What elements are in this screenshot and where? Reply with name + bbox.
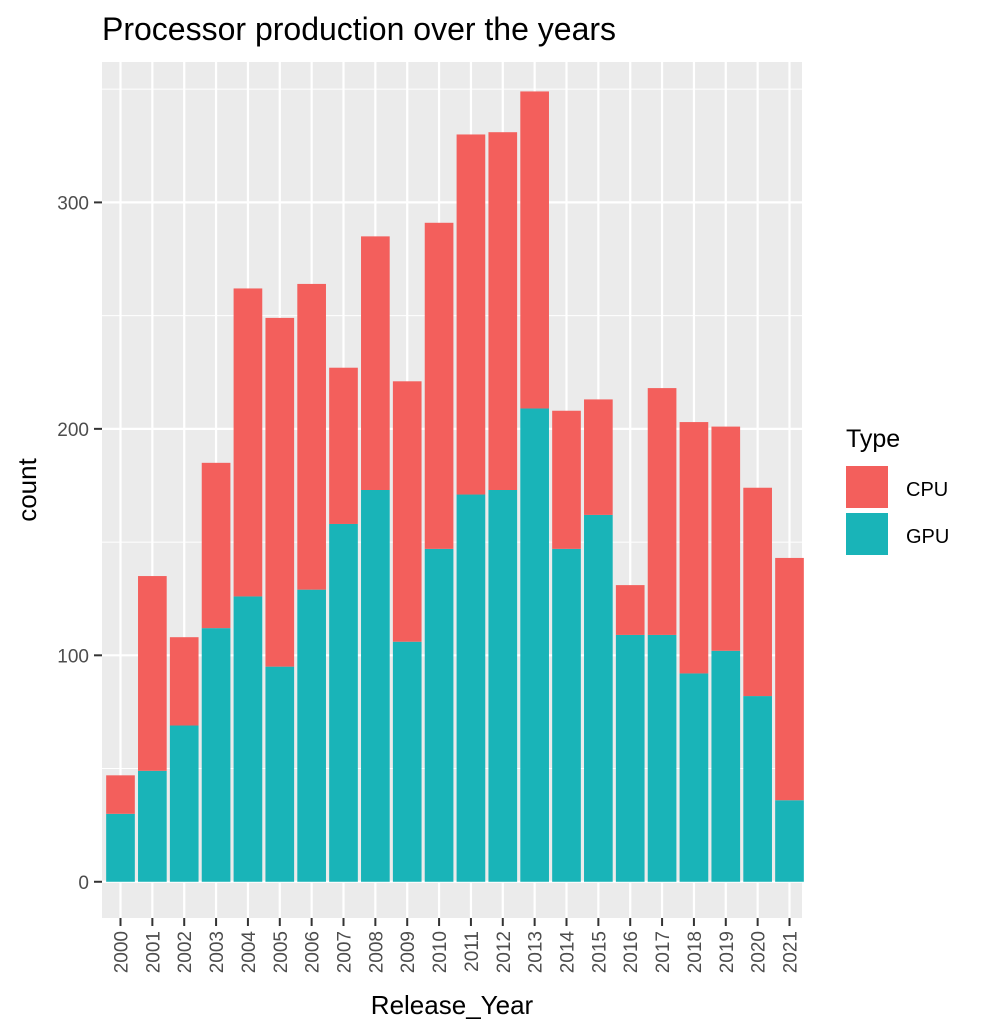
x-tick-label: 2014	[558, 931, 579, 974]
bar-gpu-2001	[138, 770, 167, 882]
bar-cpu-2001	[138, 576, 167, 771]
bar-gpu-2013	[520, 408, 549, 882]
x-tick-label: 2004	[239, 931, 260, 974]
y-tick-label: 200	[57, 420, 89, 441]
legend-key-gpu	[846, 513, 888, 555]
bar-cpu-2006	[297, 283, 326, 590]
bar-gpu-2018	[679, 673, 709, 882]
bars	[106, 91, 804, 882]
bar-cpu-2021	[775, 557, 804, 801]
bar-cpu-2008	[361, 236, 390, 490]
x-tick-label: 2010	[430, 931, 451, 973]
bar-gpu-2021	[775, 800, 804, 882]
chart-title: Processor production over the years	[102, 11, 616, 47]
x-tick-label: 2001	[143, 931, 164, 973]
bar-gpu-2000	[106, 813, 135, 882]
bar-cpu-2018	[679, 422, 709, 674]
x-tick-label: 2007	[335, 931, 356, 973]
bar-cpu-2016	[615, 585, 645, 635]
x-tick-label: 2017	[653, 931, 674, 973]
x-tick-label: 2020	[749, 931, 770, 973]
bar-gpu-2008	[361, 490, 390, 882]
bar-cpu-2014	[552, 410, 581, 549]
bar-cpu-2005	[265, 317, 295, 667]
bar-cpu-2002	[169, 637, 199, 726]
y-tick-label: 100	[57, 646, 89, 667]
bar-cpu-2011	[456, 134, 486, 495]
bar-gpu-2003	[201, 628, 231, 882]
x-axis-title: Release_Year	[371, 990, 534, 1020]
x-tick-label: 2003	[207, 931, 228, 973]
x-tick-label: 2008	[366, 931, 387, 973]
bar-cpu-2007	[329, 367, 358, 524]
bar-cpu-2009	[392, 381, 422, 642]
legend-key-cpu	[846, 466, 888, 508]
bar-gpu-2002	[169, 725, 199, 882]
bar-cpu-2004	[233, 288, 263, 597]
bar-cpu-2012	[488, 132, 518, 491]
x-tick-label: 2000	[112, 931, 133, 973]
bar-gpu-2010	[424, 548, 454, 882]
x-tick-label: 2012	[494, 931, 515, 973]
bar-cpu-2020	[743, 487, 772, 697]
y-tick-label: 0	[78, 873, 89, 894]
x-tick-label: 2002	[175, 931, 196, 973]
bar-cpu-2015	[584, 399, 613, 515]
bar-gpu-2015	[584, 514, 613, 882]
bar-gpu-2005	[265, 666, 295, 882]
x-tick-label: 2021	[781, 931, 802, 973]
bar-gpu-2009	[392, 641, 422, 882]
bar-gpu-2020	[743, 696, 772, 882]
x-tick-label: 2015	[589, 931, 610, 973]
legend-label-cpu: CPU	[906, 479, 948, 501]
x-tick-label: 2009	[398, 931, 419, 973]
bar-gpu-2016	[615, 634, 645, 882]
x-tick-label: 2013	[526, 931, 547, 973]
y-axis: 0 100 200 300	[57, 193, 102, 894]
bar-cpu-2013	[520, 91, 549, 409]
bar-gpu-2004	[233, 596, 263, 882]
bar-gpu-2019	[711, 650, 741, 882]
x-tick-label: 2006	[303, 931, 324, 973]
bar-cpu-2000	[106, 775, 135, 814]
legend-label-gpu: GPU	[906, 526, 949, 548]
x-tick-label: 2016	[621, 931, 642, 973]
legend: Type CPU GPU	[846, 425, 949, 555]
legend-title: Type	[846, 425, 900, 453]
bar-cpu-2019	[711, 426, 741, 651]
y-axis-title: count	[12, 457, 42, 521]
bar-gpu-2014	[552, 548, 581, 882]
bar-cpu-2017	[647, 388, 677, 635]
bar-gpu-2006	[297, 589, 326, 882]
bar-gpu-2007	[329, 523, 358, 882]
x-tick-label: 2018	[685, 931, 706, 973]
y-tick-label: 300	[57, 193, 89, 214]
bar-cpu-2003	[201, 462, 231, 629]
x-axis: 2000 2001 2002 2003 2004 2005 2006 2007 2008 2009…	[112, 918, 802, 973]
bar-gpu-2011	[456, 494, 486, 882]
bar-cpu-2010	[424, 222, 454, 549]
x-tick-label: 2019	[717, 931, 738, 973]
bar-gpu-2012	[488, 490, 518, 882]
x-tick-label: 2011	[462, 931, 483, 972]
x-tick-label: 2005	[271, 931, 292, 973]
bar-gpu-2017	[647, 634, 677, 882]
